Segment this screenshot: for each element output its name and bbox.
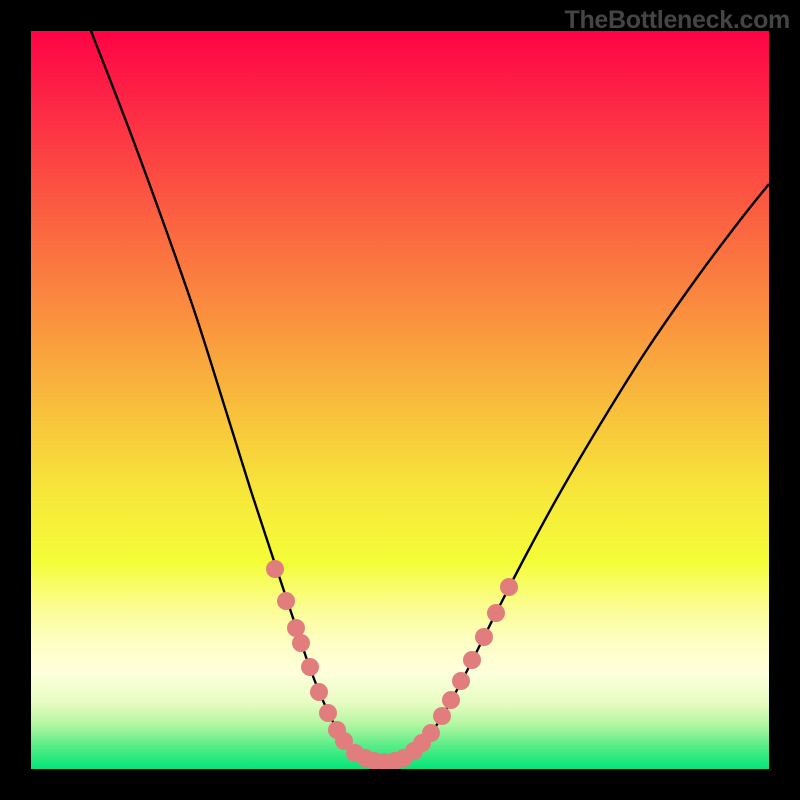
curve-marker: [422, 724, 440, 742]
curve-marker: [266, 560, 284, 578]
curve-marker: [310, 683, 328, 701]
curve-marker: [463, 651, 481, 669]
curve-marker: [319, 704, 337, 722]
curve-layer: [31, 31, 769, 769]
curve-marker: [301, 658, 319, 676]
plot-area: [31, 31, 769, 769]
marker-group: [266, 560, 518, 769]
curve-marker: [487, 604, 505, 622]
v-curve: [91, 31, 769, 762]
curve-marker: [442, 691, 460, 709]
curve-marker: [475, 628, 493, 646]
curve-marker: [500, 578, 518, 596]
chart-container: TheBottleneck.com: [0, 0, 800, 800]
curve-marker: [277, 592, 295, 610]
curve-marker: [292, 634, 310, 652]
curve-marker: [433, 707, 451, 725]
curve-marker: [452, 672, 470, 690]
